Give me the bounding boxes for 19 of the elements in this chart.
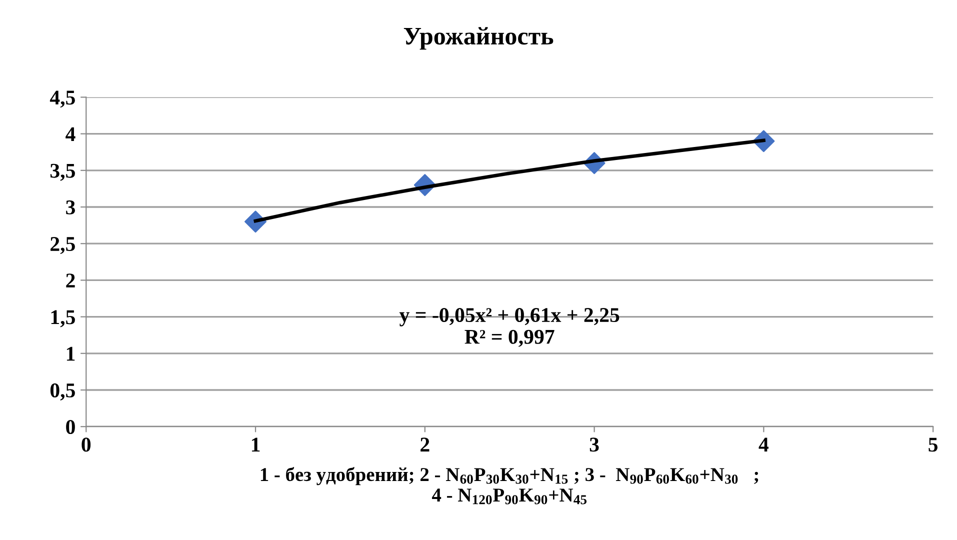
- y-tick-label: 3: [66, 200, 75, 214]
- x-tick-label: 4: [758, 438, 769, 452]
- y-tick-label: 4: [66, 127, 76, 142]
- y-tick-label: 1,5: [51, 310, 75, 328]
- annotation: y = -0,05x² + 0,61x + 2,25 R² = 0,997: [399, 308, 620, 347]
- y-tick-label: 0: [66, 420, 75, 434]
- y-tick-label: 2,5: [50, 237, 75, 254]
- y-tick-label: 3,5: [50, 164, 75, 181]
- y-tick-label: 4,5: [50, 90, 75, 108]
- y-tick-label: 0,5: [50, 383, 75, 400]
- chart-title: Урожайность: [404, 27, 554, 50]
- text: 1 - без удобрений; 2 - N$_{60}$P$_{30}$K$_{30}$+N$_{15}$ ; 3 - N$_{90}$P$_{60}$K$_{60}$+N$_{30}$ ; 4 - N$_{120}$P$_{90}$K$_{90}$+N$_{45}$: [260, 467, 758, 504]
- x-tick-label: 2: [420, 438, 430, 452]
- x-tick-label: 1: [252, 438, 260, 452]
- y-tick-label: 2: [66, 274, 75, 288]
- x-tick-label: 5: [928, 438, 938, 452]
- y-tick-label: 1: [66, 346, 75, 361]
- x-tick-label: 0: [82, 438, 91, 452]
- x-tick-label: 3: [590, 438, 599, 452]
